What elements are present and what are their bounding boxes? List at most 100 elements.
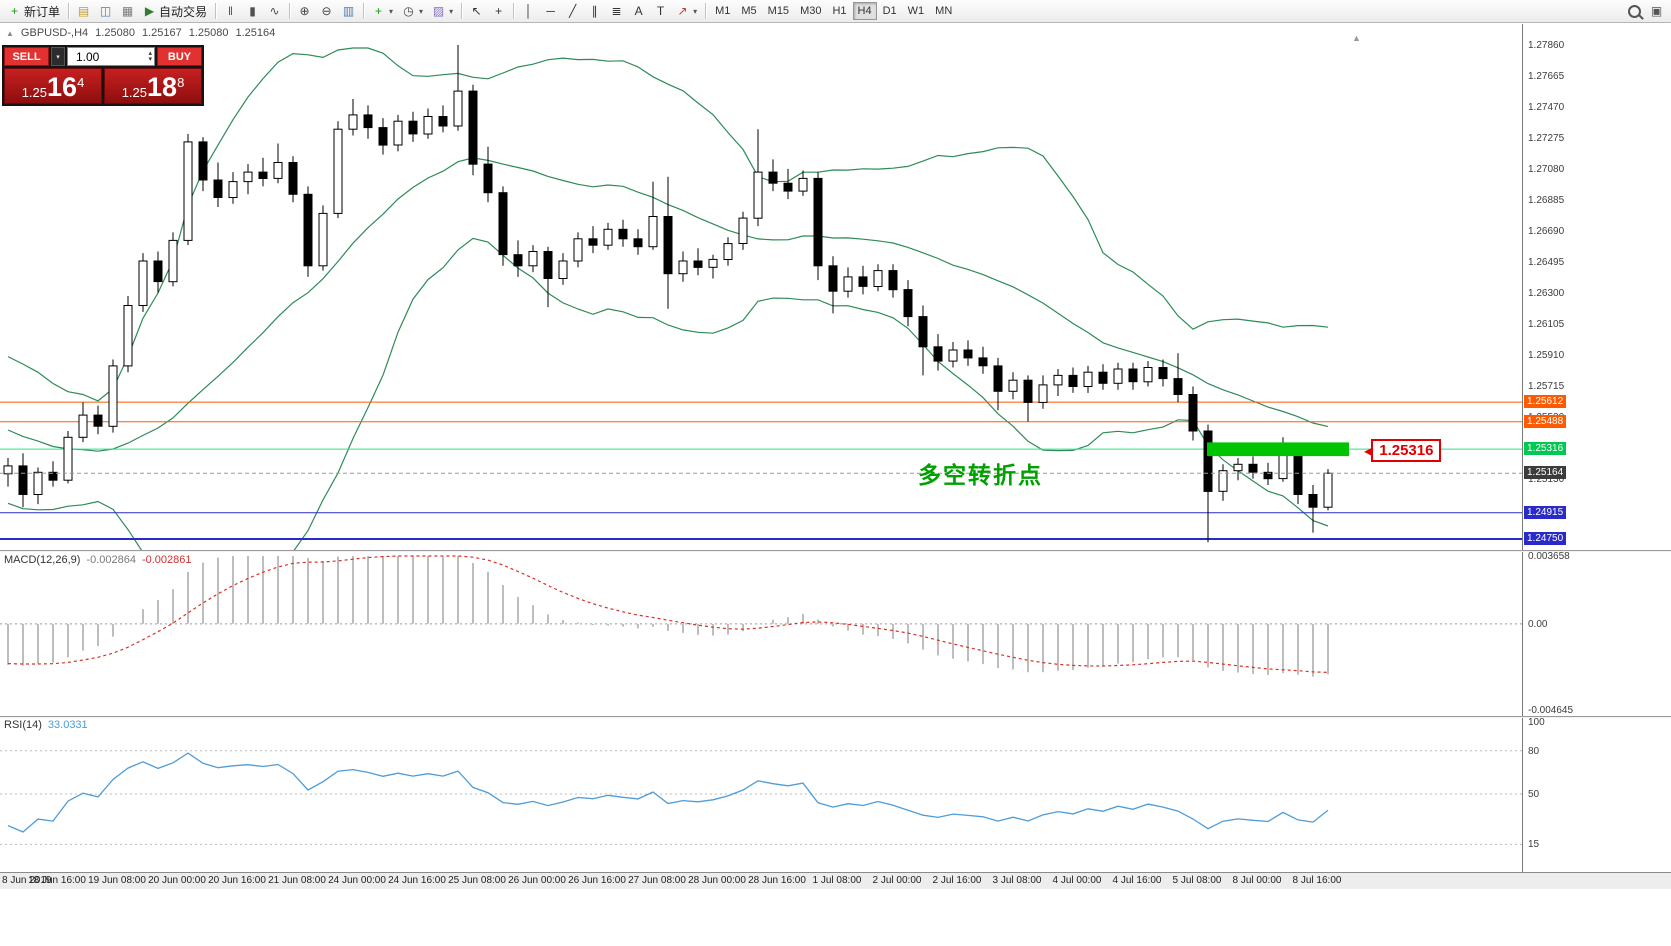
- time-tick-label: 21 Jun 08:00: [268, 875, 326, 886]
- tile-windows-icon[interactable]: ▥: [338, 2, 359, 21]
- candle-body: [1233, 463, 1243, 472]
- timeframe-d1-button[interactable]: D1: [878, 2, 902, 20]
- vertical-line-icon[interactable]: │: [518, 2, 539, 21]
- timeframe-m15-button[interactable]: M15: [763, 2, 794, 20]
- toolbar-separator: [68, 3, 70, 19]
- rsi-axis-tick: 50: [1528, 789, 1540, 800]
- candle-body: [408, 120, 418, 135]
- time-tick-label: 8 Jul 00:00: [1232, 875, 1282, 886]
- rsi-axis-tick: 80: [1528, 745, 1540, 757]
- open-value: 1.25080: [95, 27, 135, 39]
- toolbar-separator: [215, 3, 217, 19]
- timeframe-h1-button[interactable]: H1: [827, 2, 851, 20]
- periods-icon[interactable]: ◷ ▾: [398, 2, 427, 21]
- buy-button[interactable]: BUY: [157, 47, 202, 66]
- candlestick-chart-icon[interactable]: ▮: [242, 2, 263, 21]
- candle-body: [633, 238, 643, 248]
- profiles-icon[interactable]: ◫: [95, 2, 116, 21]
- candle-body: [363, 114, 373, 129]
- price-callout[interactable]: ◀ 1.25316: [1364, 439, 1442, 462]
- candle-body: [93, 414, 103, 427]
- order-type-dropdown[interactable]: ▾: [51, 47, 65, 66]
- price-axis[interactable]: 1.27860 1.27665 1.27470 1.27275 1.27080 1.268…: [1523, 24, 1671, 872]
- price-tick: 1.26885: [1528, 194, 1565, 206]
- cursor-icon[interactable]: ↖: [466, 2, 487, 21]
- data-window-icon[interactable]: ▦: [117, 2, 138, 21]
- crosshair-icon: +: [495, 3, 503, 18]
- periods-icon: ◷: [403, 3, 414, 18]
- time-tick-label: 26 Jun 00:00: [508, 875, 566, 886]
- bar-chart-icon[interactable]: ‖: [220, 2, 241, 21]
- zoom-out-icon[interactable]: ⊖: [316, 2, 337, 21]
- buy-price-button[interactable]: 1.25 18 8: [104, 68, 202, 104]
- indicators-icon[interactable]: + ▾: [368, 2, 397, 21]
- macd-indicator-chart[interactable]: [0, 550, 1522, 716]
- candle-body: [528, 251, 538, 267]
- candle-body: [1068, 374, 1078, 387]
- templates-icon[interactable]: ▨ ▾: [428, 2, 457, 21]
- line-chart-icon[interactable]: ∿: [264, 2, 285, 21]
- arrows-icon[interactable]: ↗ ▾: [672, 2, 701, 21]
- toolbar-separator: [363, 3, 365, 19]
- one-click-trading-panel: SELL ▾ 1.00 ▴ ▾ BUY 1.25 16 4 1.25 18 8: [2, 45, 204, 106]
- timeframe-m30-button[interactable]: M30: [795, 2, 826, 20]
- macd-name: MACD(12,26,9): [4, 554, 81, 566]
- volume-input[interactable]: 1.00 ▴ ▾: [67, 47, 155, 66]
- candle-body: [138, 260, 148, 306]
- scroll-to-end-marker-icon: ▲: [1352, 33, 1361, 43]
- candle-body: [693, 260, 703, 268]
- candle-body: [18, 465, 28, 495]
- callout-price: 1.25316: [1371, 439, 1442, 462]
- macd-signal-value: -0.002861: [141, 554, 192, 566]
- text-icon[interactable]: A: [628, 2, 649, 21]
- volume-down-icon[interactable]: ▾: [148, 55, 152, 63]
- candle-body: [78, 414, 88, 438]
- high-value: 1.25167: [141, 27, 182, 39]
- line-chart-icon: ∿: [269, 3, 280, 18]
- main-price-chart[interactable]: [0, 24, 1522, 550]
- timeframe-m5-button[interactable]: M5: [736, 2, 761, 20]
- turning-point-annotation[interactable]: 多空转折点: [918, 463, 1043, 489]
- new-window-button[interactable]: ▣: [1646, 2, 1667, 21]
- candle-body: [1143, 367, 1153, 383]
- timeframe-w1-button[interactable]: W1: [903, 2, 930, 20]
- candle-body: [708, 258, 718, 268]
- time-axis[interactable]: 8 Jun 2019 18 Jun 16:00 19 Jun 08:00 20 Jun…: [0, 872, 1671, 889]
- channel-icon[interactable]: ∥: [584, 2, 605, 21]
- candle-body: [168, 239, 178, 283]
- candle-body: [753, 171, 763, 219]
- macd-main-value: -0.002864: [86, 554, 136, 566]
- candle-body: [1098, 371, 1108, 384]
- timeframe-mn-button[interactable]: MN: [930, 2, 957, 20]
- sell-price-button[interactable]: 1.25 16 4: [4, 68, 102, 104]
- arrows-icon: ↗: [677, 3, 688, 18]
- buy-price-prefix: 1.25: [121, 85, 148, 100]
- data-window-icon: ▦: [121, 3, 134, 18]
- auto-trading-button[interactable]: ▶ 自动交易: [139, 2, 211, 21]
- zoom-in-icon[interactable]: ⊕: [294, 2, 315, 21]
- candle-body: [618, 228, 628, 240]
- crosshair-icon[interactable]: +: [488, 2, 509, 21]
- rsi-indicator-chart[interactable]: [0, 716, 1522, 872]
- rsi-name: RSI(14): [4, 719, 42, 731]
- charts-grid-icon[interactable]: ▤: [73, 2, 94, 21]
- label-icon[interactable]: T: [650, 2, 671, 21]
- trendline-icon[interactable]: ╱: [562, 2, 583, 21]
- tile-windows-icon: ▥: [342, 3, 355, 18]
- candle-body: [108, 365, 118, 427]
- rsi-panel-resize-handle[interactable]: [0, 716, 1671, 717]
- fibonacci-icon[interactable]: ≣: [606, 2, 627, 21]
- volume-up-icon[interactable]: ▴: [148, 49, 152, 57]
- new-order-button[interactable]: + 新订单: [4, 2, 64, 21]
- sell-button[interactable]: SELL: [4, 47, 49, 66]
- search-icon: [1628, 4, 1641, 18]
- candle-body: [63, 436, 73, 481]
- horizontal-line-icon[interactable]: ─: [540, 2, 561, 21]
- channel-icon: ∥: [591, 3, 598, 18]
- highlight-rectangle[interactable]: [1207, 442, 1349, 457]
- macd-panel-resize-handle[interactable]: [0, 550, 1671, 551]
- search-button[interactable]: [1624, 2, 1645, 21]
- timeframe-m1-button[interactable]: M1: [710, 2, 735, 20]
- timeframe-h4-button[interactable]: H4: [852, 2, 877, 20]
- candle-body: [48, 471, 58, 481]
